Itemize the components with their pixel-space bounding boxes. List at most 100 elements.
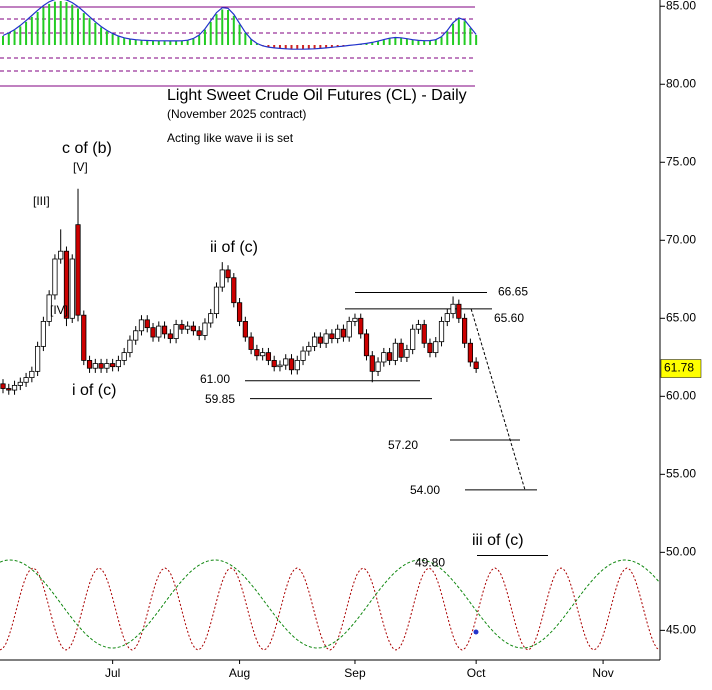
candle-body [363, 333, 370, 357]
candle-body [450, 303, 456, 315]
candle-body [58, 250, 64, 260]
candle-body [467, 342, 473, 363]
candle-body [52, 258, 58, 296]
candle-body [427, 342, 433, 354]
candle-body [144, 319, 150, 329]
candle-body [444, 313, 450, 322]
candle-body [110, 363, 116, 368]
candle-body [63, 250, 70, 319]
candle-body [11, 384, 18, 391]
candle-body [260, 352, 266, 357]
candle-body [288, 358, 295, 371]
candle-body [219, 269, 225, 288]
candle-body [98, 363, 104, 369]
wave-label: [III] [33, 194, 50, 208]
candle-body [421, 324, 427, 344]
y-tick-label: 85.00 [666, 0, 696, 12]
wave-label: [V] [73, 160, 88, 174]
cycle-panel [0, 559, 661, 651]
candle-body [121, 352, 127, 361]
candle-body [381, 352, 387, 363]
candle-body [461, 317, 468, 344]
candle-body [306, 345, 312, 352]
y-tick-label: 75.00 [666, 154, 696, 168]
candle-body [404, 349, 410, 358]
candle-body [271, 360, 277, 368]
level-label: 54.00 [410, 483, 440, 497]
candle-body [196, 330, 202, 336]
y-tick-label: 70.00 [666, 232, 696, 246]
x-tick-label: Sep [344, 666, 366, 680]
candle-body [17, 381, 23, 386]
candle-body [35, 345, 41, 372]
candle-body [29, 370, 35, 378]
candle-body [398, 342, 404, 358]
chart-title: Light Sweet Crude Oil Futures (CL) - Dai… [167, 87, 467, 104]
candle-body [92, 363, 98, 369]
last-price-label: 61.78 [664, 361, 694, 375]
candle-body [283, 358, 289, 366]
candle-body [138, 319, 145, 332]
wave-label: iii of (c) [472, 532, 524, 549]
level-label: 57.20 [388, 438, 418, 452]
x-tick-label: Nov [592, 666, 613, 680]
candle-body [323, 333, 329, 344]
candle-body [161, 325, 168, 335]
candle-body [213, 286, 220, 315]
candle-body [173, 324, 179, 339]
candle-body [179, 324, 185, 330]
candle-body [248, 336, 254, 350]
candle-body [81, 314, 87, 361]
wave-label: [IV] [50, 303, 68, 317]
candle-body [208, 313, 214, 324]
wave-label: c of (b) [62, 140, 112, 157]
candle-body [375, 361, 381, 372]
projection [470, 308, 526, 491]
candle-body [104, 363, 110, 369]
level-label: 61.00 [200, 372, 230, 386]
candle-body [415, 324, 422, 330]
candle-body [473, 361, 479, 369]
wave-label: ii of (c) [210, 239, 258, 256]
candle-body [6, 388, 12, 391]
chart-subtitle: (November 2025 contract) [167, 107, 306, 121]
candle-body [185, 325, 191, 330]
level-label: 66.65 [498, 285, 528, 299]
candle-body [236, 302, 243, 322]
y-tick-label: 60.00 [666, 388, 696, 402]
candle-body [386, 352, 393, 361]
candle-body [311, 336, 318, 347]
candle-body [369, 355, 375, 372]
candle-body [352, 317, 358, 322]
candle-body [46, 294, 52, 322]
x-tick-label: Oct [467, 666, 486, 680]
candle-body [225, 269, 231, 279]
candle-body [75, 224, 81, 316]
cycle-short [0, 567, 661, 651]
candle-body [317, 336, 323, 344]
candle-body [150, 327, 156, 338]
level-label: 49.80 [415, 556, 445, 570]
candle-body [438, 321, 445, 343]
candle-body [433, 341, 439, 354]
level-label: 65.60 [494, 311, 524, 325]
candle-body [340, 328, 347, 338]
candle-body [294, 360, 300, 371]
y-tick-label: 55.00 [666, 466, 696, 480]
candle-body [254, 349, 260, 357]
candle-body [300, 350, 306, 361]
candle-body [335, 328, 341, 339]
candle-body [410, 328, 416, 350]
y-tick-label: 45.00 [666, 623, 696, 637]
candle-body [86, 360, 93, 369]
candle-body [167, 333, 173, 339]
candle-body [277, 364, 283, 368]
candle-body [358, 317, 364, 335]
candle-body [456, 303, 462, 319]
candle-body [242, 321, 248, 338]
cycle-long [0, 559, 661, 649]
y-tick-label: 65.00 [666, 310, 696, 324]
candle-body [127, 339, 133, 354]
x-tick-label: Aug [229, 666, 250, 680]
